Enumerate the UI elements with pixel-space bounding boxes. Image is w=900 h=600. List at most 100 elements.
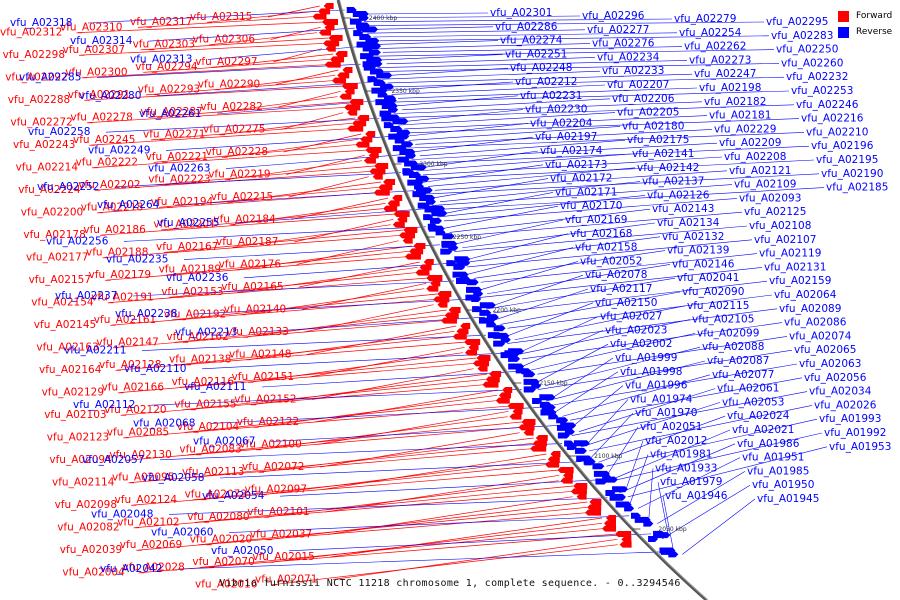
forward-gene-label: vfu_A02120 [104,404,166,416]
reverse-leader-line [219,461,582,479]
forward-gene-label: vfu_A02317 [130,16,192,28]
reverse-gene-feature [605,490,616,497]
reverse-gene-label: vfu_A01953 [829,441,891,453]
reverse-gene-label: vfu_A02256 [46,235,109,247]
forward-gene-feature [318,8,331,15]
legend: Forward Reverse [838,8,900,40]
forward-leader-line [145,80,333,96]
forward-gene-feature [312,13,327,20]
reverse-leader-line [521,316,599,352]
reverse-leader-line [207,45,366,60]
forward-gene-feature [413,243,426,249]
forward-leader-line [288,176,369,198]
forward-gene-label: vfu_A02116 [172,376,235,388]
forward-gene-feature [403,227,418,233]
forward-leader-line [259,437,534,473]
forward-gene-label: vfu_A02186 [83,224,146,236]
reverse-leader-line [379,35,770,42]
forward-gene-label: vfu_A02020 [190,534,252,546]
forward-leader-line [122,384,485,416]
reverse-leader-line [682,498,756,555]
forward-leader-line [322,453,547,490]
reverse-gene-label: vfu_A02232 [786,71,848,83]
forward-gene-label: vfu_A02275 [203,124,265,136]
forward-leader-line [187,421,522,456]
forward-gene-feature [373,189,390,196]
forward-gene-feature [589,499,602,505]
forward-gene-feature [365,131,376,137]
forward-gene-feature [419,264,432,271]
reverse-gene-label: vfu_A02142 [637,162,699,174]
forward-gene-label: vfu_A02177 [26,252,88,264]
forward-gene-feature [545,461,560,468]
reverse-leader-line [406,132,805,149]
forward-gene-feature [621,536,632,543]
reverse-gene-feature [648,536,659,543]
forward-gene-feature [465,349,478,356]
reverse-leader-line [376,43,591,49]
forward-leader-line [210,32,318,46]
reverse-leader-line [529,333,696,371]
forward-gene-label: vfu_A02140 [224,304,286,316]
forward-leader-line [77,21,325,33]
forward-gene-label: vfu_A02291 [68,89,130,101]
reverse-gene-label: vfu_A02313 [130,53,192,65]
reverse-gene-feature [392,118,409,125]
reverse-gene-label: vfu_A02235 [106,254,168,266]
forward-gene-label: vfu_A02292 [5,72,67,84]
forward-gene-feature [437,301,448,308]
reverse-leader-line [373,32,678,38]
forward-leader-line [270,522,603,563]
reverse-gene-label: vfu_A02206 [612,93,675,105]
reverse-leader-line [627,446,828,498]
reverse-gene-label: vfu_A02249 [88,144,150,156]
forward-gene-label: vfu_A02130 [109,449,171,461]
reverse-gene-label: vfu_A02238 [115,308,177,320]
forward-gene-label: vfu_A02288 [8,94,70,106]
forward-leader-line [80,42,326,56]
forward-gene-feature [448,307,461,313]
reverse-leader-line [648,468,654,520]
forward-leader-line [179,357,477,388]
forward-leader-line [135,490,573,528]
reverse-gene-feature [358,14,369,21]
forward-gene-feature [383,205,398,212]
reverse-gene-label: vfu_A02195 [816,154,878,166]
reverse-gene-feature [592,463,605,470]
reverse-gene-label: vfu_A02131 [764,261,826,273]
reverse-gene-label: vfu_A02093 [739,192,801,204]
axis-tick-label: 2400 kbp [369,15,397,22]
axis-tick-label: 2100 kbp [594,453,622,460]
reverse-gene-feature [612,486,629,493]
reverse-leader-line [439,181,641,203]
reverse-leader-line [522,330,604,367]
reverse-gene-label: vfu_A02090 [682,286,744,298]
forward-leader-line [140,533,618,573]
forward-gene-feature [409,248,424,255]
reverse-gene-label: vfu_A02283 [771,30,833,42]
forward-gene-label: vfu_A02164 [39,364,102,376]
reverse-leader-line [473,250,666,279]
forward-gene-feature [587,504,602,511]
reverse-gene-label: vfu_A02236 [166,272,229,284]
reverse-gene-label: vfu_A02087 [707,355,769,367]
forward-gene-label: vfu_A02123 [47,432,109,444]
reverse-gene-label: vfu_A02204 [530,117,593,129]
forward-gene-feature [357,115,370,121]
forward-leader-line [109,277,429,303]
reverse-gene-label: vfu_A02110 [124,363,186,375]
reverse-gene-feature [643,520,654,527]
reverse-gene-label: vfu_A02052 [580,255,642,267]
axis-tick-label: 2300 kbp [419,161,447,168]
forward-leader-line [132,469,560,506]
reverse-leader-line [424,150,539,168]
reverse-gene-label: vfu_A02056 [804,372,867,384]
reverse-leader-line [460,236,661,264]
reverse-gene-label: vfu_A02041 [677,272,739,284]
forward-gene-feature [440,317,457,324]
forward-leader-line [192,464,546,501]
reverse-gene-feature [574,447,587,454]
reverse-gene-label: vfu_A02248 [510,62,572,74]
forward-gene-feature [372,173,383,180]
reverse-gene-label: vfu_A01933 [655,462,717,474]
